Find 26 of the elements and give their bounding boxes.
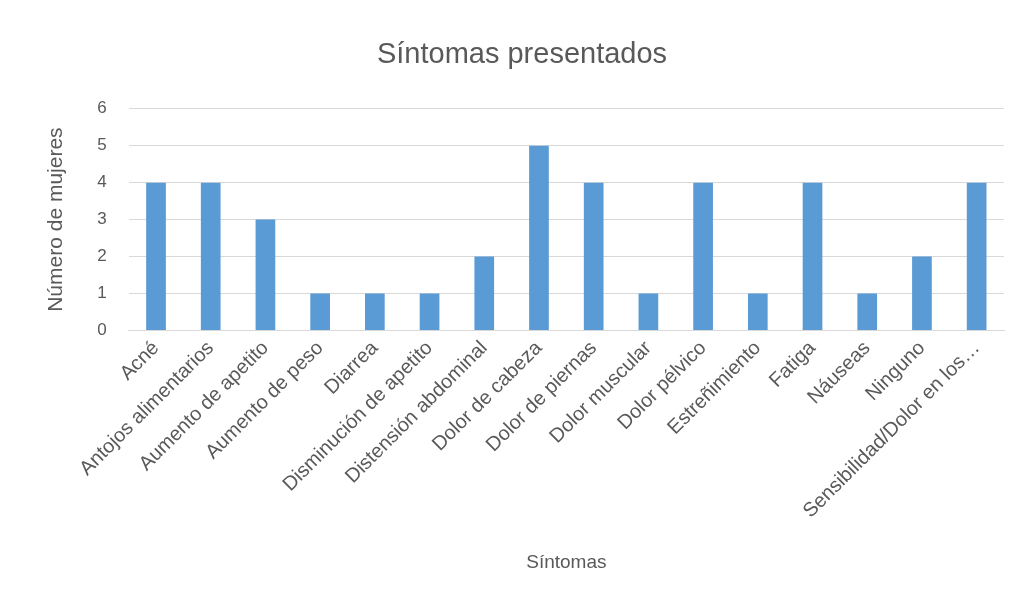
- bar: [146, 182, 166, 330]
- y-tick-label: 5: [97, 135, 107, 155]
- bar: [912, 256, 932, 330]
- x-axis-title: Síntomas: [526, 550, 607, 572]
- bar: [583, 182, 604, 330]
- y-tick-label: 6: [97, 98, 107, 118]
- bar: [529, 145, 549, 330]
- bar: [966, 182, 987, 330]
- bar: [802, 182, 823, 330]
- bar: [200, 182, 221, 330]
- bar: [638, 293, 659, 330]
- chart-title: Síntomas presentados: [376, 37, 668, 70]
- bar: [474, 256, 495, 330]
- y-axis-title: Número de mujeres: [43, 127, 67, 312]
- y-tick-label: 4: [97, 172, 107, 192]
- bar: [365, 293, 385, 330]
- y-tick-label: 0: [97, 320, 107, 340]
- bar: [693, 182, 713, 330]
- bar: [419, 293, 440, 330]
- bar: [857, 293, 878, 330]
- bar: [310, 293, 330, 330]
- y-tick-label: 3: [97, 209, 107, 229]
- bar: [255, 219, 276, 330]
- bar: [747, 293, 768, 330]
- y-tick-label: 1: [97, 283, 107, 303]
- y-tick-label: 2: [97, 246, 107, 266]
